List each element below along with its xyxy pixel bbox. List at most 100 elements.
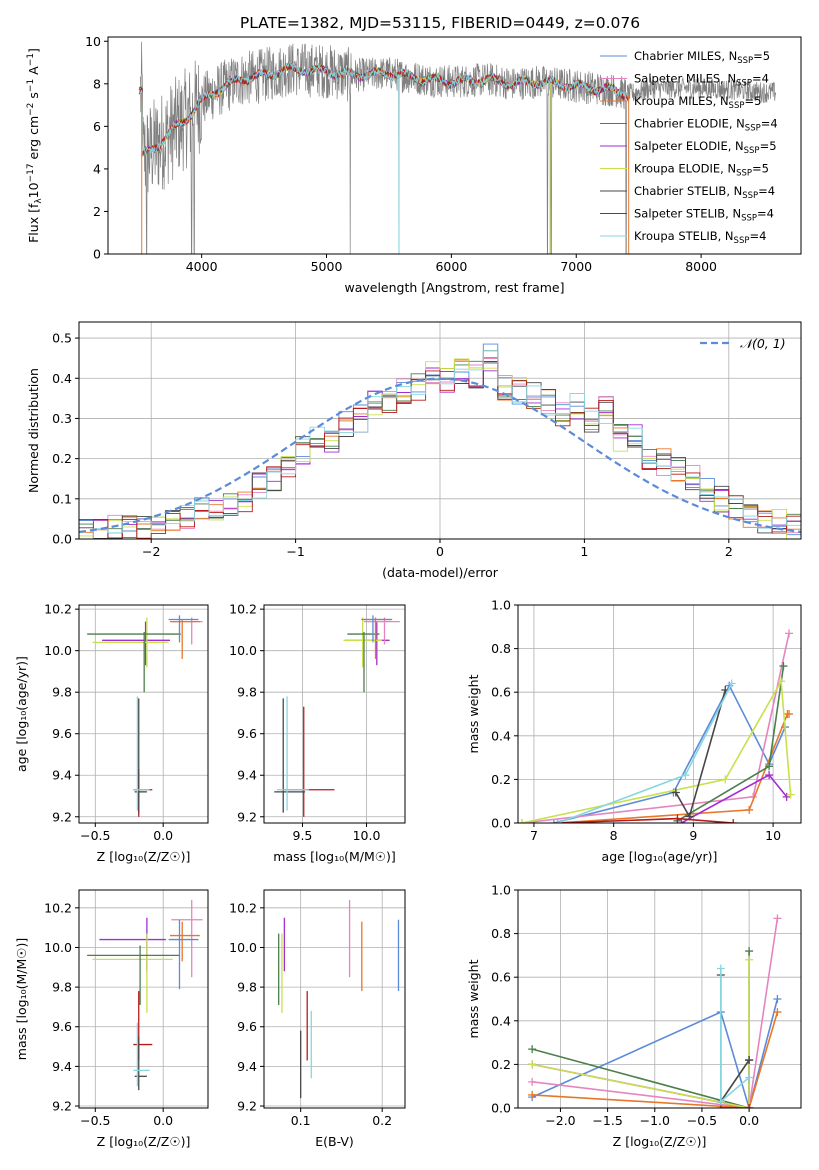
- residual-histogram: [79, 358, 801, 539]
- residuals-xtick-label: 1: [580, 544, 588, 559]
- weight_vs_age-ytick-label: 0.4: [491, 728, 511, 743]
- spectrum-ytick-label: 4: [93, 161, 101, 176]
- age_vs_z-ytick-label: 9.4: [52, 768, 72, 783]
- weight-point-marker: [745, 1056, 754, 1065]
- spectrum-ylabel-part: erg cm: [26, 116, 41, 164]
- spectrum-xtick-label: 5000: [311, 259, 343, 274]
- weight-series-line: [532, 1011, 779, 1108]
- residual-histogram: [79, 361, 801, 539]
- legend-entry-suffix: =4: [758, 184, 775, 198]
- spectrum-ylabel-part: ]: [26, 48, 41, 53]
- age_vs_mass-xlabel: mass [log₁₀(M/M☉)]: [273, 849, 395, 864]
- spectrum-frame: [107, 36, 802, 255]
- age_vs_z-xtick-label: 0.0: [153, 828, 173, 843]
- age_vs_z-ytick-label: 9.2: [52, 809, 72, 824]
- mass_vs_ebv-plot-area: [278, 899, 400, 1099]
- observed-spectrum: [140, 41, 777, 254]
- weight-point-marker: [745, 1104, 754, 1108]
- legend-entry: Chabrier ELODIE, NSSP=4: [634, 117, 778, 134]
- weight-point-marker: [528, 1060, 537, 1069]
- weight-point-marker: [528, 1045, 537, 1054]
- model-spectrum: [138, 62, 629, 155]
- age_vs_z-ytick-label: 9.6: [52, 726, 72, 741]
- mass_vs_z-ylabel: mass [log₁₀(M/M☉)]: [14, 938, 29, 1060]
- weight-point-marker: [549, 819, 558, 823]
- weight-point-marker: [777, 677, 786, 686]
- mass_vs_ebv-panel: 0.1 0.2 9.2 9.4 9.6 9.8 10.0 10.2 E(B-V): [229, 889, 406, 1149]
- mass_vs_ebv-ytick-label: 9.2: [237, 1099, 257, 1114]
- normal-curve: [79, 377, 801, 534]
- residuals-xtick-label: −1: [286, 544, 304, 559]
- weight_vs_z-xtick-label: −2.0: [545, 1113, 575, 1128]
- legend-entry-suffix: =5: [760, 139, 777, 153]
- residuals-ytick-label: 0.2: [52, 451, 72, 466]
- weight-point-marker: [528, 1077, 537, 1086]
- residuals-ytick-label: 0.3: [52, 411, 72, 426]
- legend-entry-name: Kroupa STELIB, N: [634, 229, 734, 243]
- mass_vs_z-ytick-label: 9.8: [52, 980, 72, 995]
- age_vs_mass-xtick-label: 10.0: [353, 828, 381, 843]
- mass_vs_ebv-xtick-label: 0.1: [291, 1113, 311, 1128]
- age_vs_mass-panel: 9.5 10.0 9.2 9.4 9.6 9.8 10.0 10.2 mass [log₁₀(M…: [229, 602, 406, 864]
- spectrum-xtick-label: 4000: [186, 259, 218, 274]
- legend-entry-suffix: =4: [757, 207, 774, 221]
- weight-point-marker: [727, 679, 736, 688]
- mass_vs_ebv-ytick-label: 10.0: [229, 940, 257, 955]
- legend-entry: Salpeter ELODIE, NSSP=5: [634, 139, 777, 156]
- mass_vs_ebv-xtick-label: 0.2: [372, 1113, 392, 1128]
- legend-entry-sub: SSP: [729, 101, 745, 111]
- age_vs_mass-ytick-label: 9.2: [237, 809, 257, 824]
- weight-series-line: [531, 998, 779, 1108]
- weight_vs_z-xtick-label: 0.0: [739, 1113, 759, 1128]
- weight-point-marker: [786, 790, 795, 799]
- age_vs_z-ylabel: age [log₁₀(age/yr)]: [14, 656, 29, 772]
- mass_vs_ebv-xlabel: E(B-V): [315, 1134, 354, 1149]
- residuals-panel: −2 −1 0 1 2 0.0 0.1 0.2 0.3 0.4 0.5 (data-model)/er…: [26, 321, 802, 580]
- legend-entry-sub: SSP: [736, 79, 752, 89]
- spectrum-xtick-label: 8000: [685, 259, 717, 274]
- mass_vs_ebv-ytick-label: 10.2: [229, 900, 257, 915]
- weight_vs_age-ytick-label: 0.2: [491, 772, 511, 787]
- spectrum-panel: 4000 5000 6000 7000 8000 0 2 4 6 8 10 wavelength [A…: [26, 34, 802, 295]
- weight_vs_z-xlabel: Z [log₁₀(Z/Z☉)]: [613, 1134, 707, 1149]
- weight-point-marker: [716, 964, 725, 973]
- legend-entry-name: Chabrier STELIB, N: [634, 184, 742, 198]
- weight_vs_age-ytick-label: 0.8: [491, 641, 511, 656]
- mass_vs_ebv-frame: [263, 889, 406, 1109]
- weight_vs_z-ytick-label: 0.8: [491, 926, 511, 941]
- weight_vs_z-ytick-label: 0.4: [491, 1013, 511, 1028]
- weight-series-line: [532, 959, 750, 1108]
- age_vs_mass-plot-area: [274, 615, 400, 817]
- spectrum-ytick-label: 10: [85, 34, 101, 49]
- weight_vs_age-xtick-label: 10: [765, 828, 781, 843]
- spectrum-plot-area: [138, 41, 777, 254]
- weight_vs_z-ytick-label: 0.0: [491, 1101, 511, 1116]
- weight_vs_z-ytick-label: 0.6: [491, 970, 511, 985]
- weight-point-marker: [673, 814, 682, 823]
- spectrum-ytick-label: 2: [93, 204, 101, 219]
- legend-entry: Salpeter MILES, NSSP=4: [634, 72, 769, 89]
- age_vs_z-ytick-label: 10.2: [44, 602, 72, 617]
- weight-point-marker: [681, 771, 690, 780]
- legend-entry-name: Salpeter ELODIE, N: [634, 139, 744, 153]
- weight-point-marker: [765, 771, 774, 780]
- age_vs_mass-ytick-label: 9.8: [237, 685, 257, 700]
- age_vs_z-frame: [78, 604, 209, 824]
- weight_vs_z-panel: −2.0 −1.5 −1.0 −0.5 0.0 0.0 0.2 0.4 0.6 0.8 1.0 Z […: [466, 883, 802, 1149]
- legend-entry-name: Salpeter MILES, N: [634, 72, 736, 86]
- spectrum-ylabel-part: s: [26, 92, 41, 103]
- weight_vs_z-xtick-label: −1.0: [640, 1113, 670, 1128]
- age_vs_z-xtick-label: −0.5: [80, 828, 110, 843]
- weight-point-marker: [729, 819, 738, 823]
- weight-point-marker: [773, 995, 782, 1003]
- age_vs_mass-ytick-label: 9.4: [237, 768, 257, 783]
- weight_vs_z-xtick-label: −1.5: [592, 1113, 622, 1128]
- legend-entry-suffix: =5: [752, 162, 769, 176]
- weight_vs_age-frame: [517, 604, 802, 824]
- legend-entry: Chabrier STELIB, NSSP=4: [634, 184, 775, 201]
- weight-point-marker: [745, 955, 754, 964]
- legend-entry-suffix: =4: [752, 72, 769, 86]
- legend-entry: Chabrier MILES, NSSP=5: [634, 49, 770, 66]
